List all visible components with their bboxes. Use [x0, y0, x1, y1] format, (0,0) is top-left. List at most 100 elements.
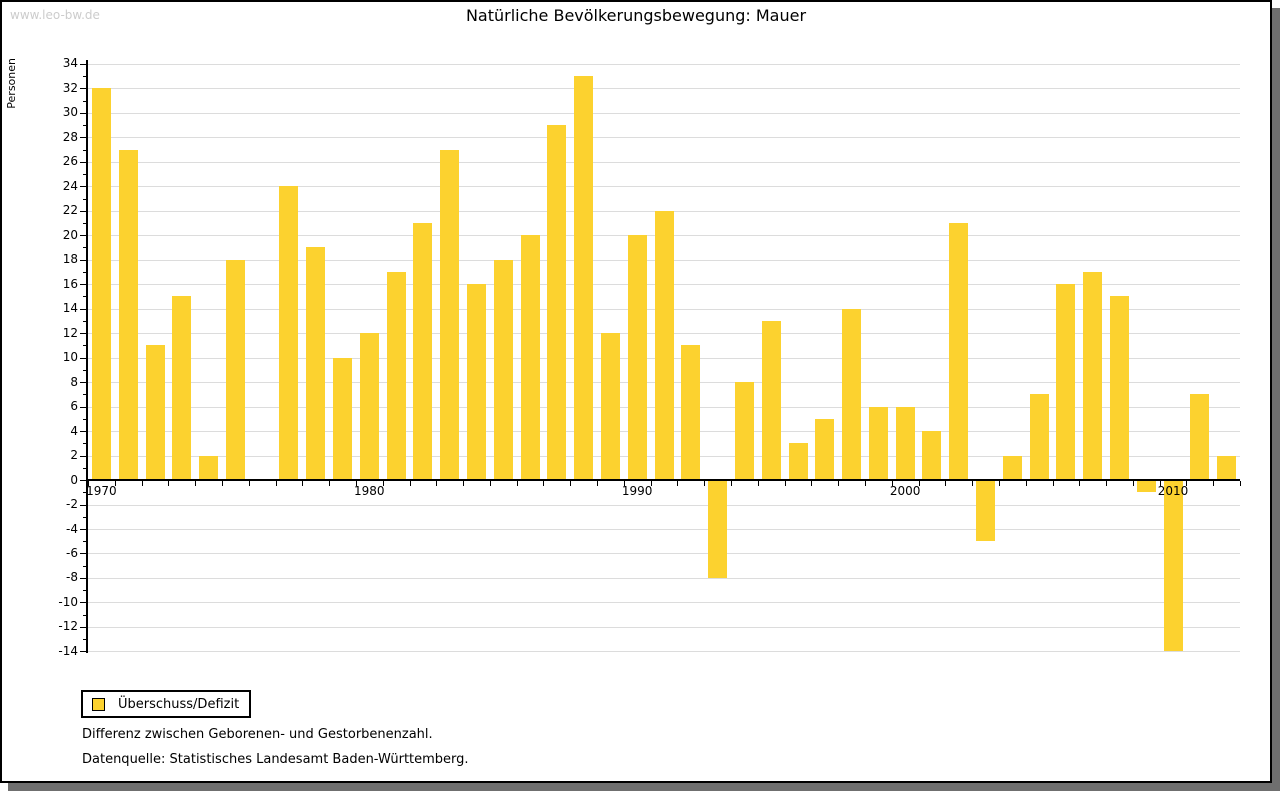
y-tick-label: 30: [62, 105, 78, 120]
bar-2007: [1083, 271, 1103, 480]
bar-2008: [1109, 296, 1129, 480]
y-tick-label: -2: [66, 497, 78, 511]
x-tick: [1052, 481, 1054, 486]
bar-1984: [467, 284, 486, 480]
y-major-tick: [80, 382, 86, 384]
y-minor-tick: [83, 369, 86, 371]
x-tick: [409, 481, 411, 486]
bar-2010: [1163, 480, 1183, 652]
y-tick-label: 2: [70, 448, 78, 462]
y-major-tick: [80, 357, 86, 359]
y-major-tick: [80, 88, 86, 90]
y-major-tick: [80, 577, 86, 579]
x-tick: [248, 481, 250, 486]
y-tick-label: 4: [70, 423, 78, 438]
bar-1986: [520, 235, 540, 480]
footnote-source: Datenquelle: Statistisches Landesamt Bad…: [82, 752, 469, 767]
y-minor-tick: [83, 443, 86, 445]
bar-1998: [842, 308, 861, 480]
y-major-tick: [80, 235, 86, 237]
y-minor-tick: [83, 76, 86, 78]
x-tick: [1186, 481, 1188, 486]
y-major-tick: [80, 63, 86, 65]
x-tick-label: 2010: [1157, 484, 1189, 498]
gridline: [88, 137, 1240, 139]
y-axis-line: [86, 60, 88, 653]
x-tick-label: 1970: [86, 484, 117, 498]
y-tick-label: -8: [66, 570, 78, 585]
x-tick: [1079, 481, 1081, 486]
y-major-tick: [80, 651, 86, 653]
gridline: [88, 602, 1240, 604]
bar-1975: [225, 259, 245, 480]
bar-1996: [788, 443, 808, 480]
y-tick-label: -4: [66, 521, 78, 536]
y-major-tick: [80, 626, 86, 628]
y-tick-label: 6: [70, 399, 78, 414]
y-minor-tick: [83, 541, 86, 543]
watermark: www.leo-bw.de: [10, 8, 100, 22]
bar-1974: [199, 455, 219, 480]
y-tick-label: 18: [62, 252, 78, 267]
y-minor-tick: [83, 174, 86, 175]
y-major-tick: [80, 602, 86, 604]
y-tick-label: 22: [62, 203, 78, 218]
bar-1972: [145, 345, 165, 480]
y-major-tick: [80, 210, 86, 212]
y-minor-tick: [83, 149, 86, 151]
bar-1999: [868, 406, 888, 480]
bar-1978: [306, 247, 326, 480]
x-tick: [1159, 481, 1161, 486]
gridline: [88, 186, 1240, 188]
y-minor-tick: [83, 247, 86, 249]
y-tick-label: 16: [62, 276, 78, 291]
x-tick: [222, 481, 223, 486]
y-tick-label: 32: [62, 80, 78, 95]
y-tick-label: 26: [62, 154, 78, 169]
bar-1983: [440, 149, 460, 480]
x-tick: [704, 481, 706, 486]
x-tick: [88, 481, 89, 486]
x-tick: [382, 481, 384, 486]
x-tick: [998, 481, 1000, 486]
gridline: [88, 112, 1240, 114]
gridline: [88, 553, 1240, 555]
gridline: [88, 577, 1240, 579]
x-tick: [436, 481, 438, 486]
bar-1991: [654, 210, 674, 480]
x-tick-label: 1980: [354, 484, 385, 498]
y-tick-label: 20: [62, 227, 78, 242]
y-tick-label: 10: [62, 350, 78, 365]
x-tick: [463, 481, 465, 486]
y-minor-tick: [83, 320, 86, 322]
y-major-tick: [80, 284, 86, 286]
bar-2002: [949, 223, 969, 480]
plot-area: -14 -12 -10 -8 -6 -4 -2 0 2 4 6 8 10 12 14 16 18 20 22 24 26…: [2, 2, 1270, 781]
x-tick: [757, 481, 759, 486]
x-tick: [141, 481, 143, 486]
y-minor-tick: [83, 198, 86, 200]
y-major-tick: [80, 186, 86, 188]
gridline: [88, 504, 1240, 506]
gridline: [88, 626, 1240, 628]
x-tick: [972, 481, 974, 486]
bar-2009: [1136, 480, 1156, 493]
y-major-tick: [80, 553, 86, 555]
gridline: [88, 63, 1240, 65]
y-minor-tick: [83, 590, 86, 592]
y-major-tick: [80, 504, 86, 506]
y-major-tick: [80, 333, 86, 335]
y-major-tick: [80, 480, 86, 481]
gridline: [88, 651, 1240, 653]
y-major-tick: [80, 308, 86, 310]
bar-2003: [976, 480, 995, 542]
bar-1987: [547, 125, 567, 480]
x-tick: [168, 481, 170, 486]
y-tick-label: 24: [62, 178, 78, 193]
x-tick: [275, 481, 277, 486]
y-minor-tick: [83, 345, 86, 347]
y-tick-label: 34: [62, 56, 78, 71]
x-tick: [838, 481, 840, 486]
